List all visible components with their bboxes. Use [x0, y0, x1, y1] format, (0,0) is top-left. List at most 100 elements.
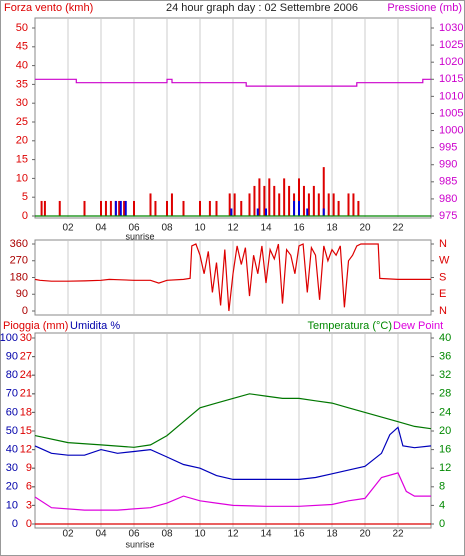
- y-tick-label: 50: [16, 22, 28, 34]
- y-tick-label: 270: [10, 255, 28, 267]
- y2-tick-label: 12: [439, 462, 451, 474]
- y-tick-label: 45: [16, 41, 28, 53]
- y3-tick-label: 3: [26, 499, 32, 511]
- series-line: [34, 472, 431, 511]
- y2-tick-label: E: [439, 288, 446, 300]
- y2-tick-label: W: [439, 255, 450, 267]
- y2-tick-label: 1015: [439, 73, 463, 85]
- x-tick-label: 06: [128, 223, 140, 234]
- y2-tick-label: 36: [439, 351, 451, 363]
- y2-tick-label: 16: [439, 444, 451, 456]
- bar: [253, 185, 256, 216]
- series-line: [34, 426, 432, 480]
- bar: [268, 178, 271, 216]
- chart-title: 24 hour graph day : 02 Settembre 2006: [166, 2, 358, 14]
- y-tick-label: 0: [12, 518, 18, 530]
- y3-tick-label: 0: [26, 518, 32, 530]
- y-tick-label: 15: [16, 154, 28, 166]
- bar: [40, 200, 43, 216]
- bar: [283, 178, 286, 216]
- bar: [109, 200, 112, 216]
- x-tick-label: 08: [161, 529, 173, 540]
- y2-tick-label: 1025: [439, 39, 463, 51]
- bar: [307, 193, 310, 216]
- sunrise-label: sunrise: [125, 231, 154, 241]
- bar: [215, 200, 218, 216]
- y-tick-label: 80: [6, 369, 18, 381]
- bar: [83, 200, 86, 216]
- y-tick-label: 90: [16, 288, 28, 300]
- bar: [293, 200, 296, 216]
- y-tick-label: 0: [22, 305, 28, 317]
- y-tick-label: 10: [6, 499, 18, 511]
- series-line: [34, 243, 431, 312]
- y2-tick-label: N: [439, 238, 447, 250]
- x-tick-label: 20: [359, 223, 371, 234]
- bar: [322, 167, 325, 216]
- x-tick-label: 12: [227, 223, 239, 234]
- bar: [149, 193, 152, 216]
- bar: [240, 200, 243, 216]
- x-tick-label: 04: [95, 529, 107, 540]
- x-tick-label: 20: [359, 529, 371, 540]
- y2-tick-label: 40: [439, 332, 451, 344]
- y-tick-label: 60: [6, 406, 18, 418]
- bar: [357, 200, 360, 216]
- y3-tick-label: 9: [26, 462, 32, 474]
- temperature-axis-label: Temperatura (°C): [308, 320, 392, 332]
- y2-tick-label: 995: [439, 142, 457, 154]
- y2-tick-label: 1010: [439, 90, 463, 102]
- y2-tick-label: 8: [439, 481, 445, 493]
- x-tick-label: 14: [260, 529, 272, 540]
- y-tick-label: 70: [6, 388, 18, 400]
- y-tick-label: 0: [22, 210, 28, 222]
- x-tick-label: 18: [326, 529, 338, 540]
- y-tick-label: 50: [6, 425, 18, 437]
- y2-tick-label: 32: [439, 369, 451, 381]
- bar: [312, 185, 315, 216]
- y-tick-label: 30: [16, 97, 28, 109]
- x-tick-label: 02: [62, 223, 74, 234]
- y2-tick-label: 20: [439, 425, 451, 437]
- y2-tick-label: 1000: [439, 124, 463, 136]
- y3-tick-label: 12: [20, 444, 32, 456]
- bar: [182, 200, 185, 216]
- y3-tick-label: 24: [20, 369, 32, 381]
- x-tick-label: 22: [392, 529, 404, 540]
- humidity-axis-label: Umidita %: [70, 320, 120, 332]
- bar: [265, 208, 267, 216]
- y2-tick-label: 1020: [439, 56, 463, 68]
- y2-tick-label: 1030: [439, 22, 463, 34]
- series-line: [35, 78, 431, 87]
- rain-axis-label: Pioggia (mm): [3, 320, 68, 332]
- bar: [43, 200, 46, 216]
- bar: [288, 185, 291, 216]
- y3-tick-label: 30: [20, 332, 32, 344]
- bar: [208, 200, 211, 216]
- y-tick-label: 100: [0, 332, 18, 344]
- y2-tick-label: 1005: [439, 107, 463, 119]
- y3-tick-label: 27: [20, 351, 32, 363]
- bar: [248, 193, 251, 216]
- bar: [170, 193, 173, 216]
- bar: [233, 193, 236, 216]
- y2-tick-label: 990: [439, 159, 457, 171]
- bar: [228, 193, 231, 216]
- bar: [327, 193, 330, 216]
- x-tick-label: 18: [326, 223, 338, 234]
- x-tick-label: 14: [260, 223, 272, 234]
- x-tick-label: 12: [227, 529, 239, 540]
- series-line: [34, 393, 432, 448]
- bar: [58, 200, 61, 216]
- y-tick-label: 5: [22, 191, 28, 203]
- wind-axis-label: Forza vento (kmh): [4, 2, 93, 14]
- y3-tick-label: 6: [26, 481, 32, 493]
- pressure-axis-label: Pressione (mb): [387, 2, 462, 14]
- y-tick-label: 30: [6, 462, 18, 474]
- bar: [104, 200, 107, 216]
- y2-tick-label: 28: [439, 388, 451, 400]
- y3-tick-label: 21: [20, 388, 32, 400]
- bar: [100, 200, 102, 216]
- y-tick-label: 35: [16, 78, 28, 90]
